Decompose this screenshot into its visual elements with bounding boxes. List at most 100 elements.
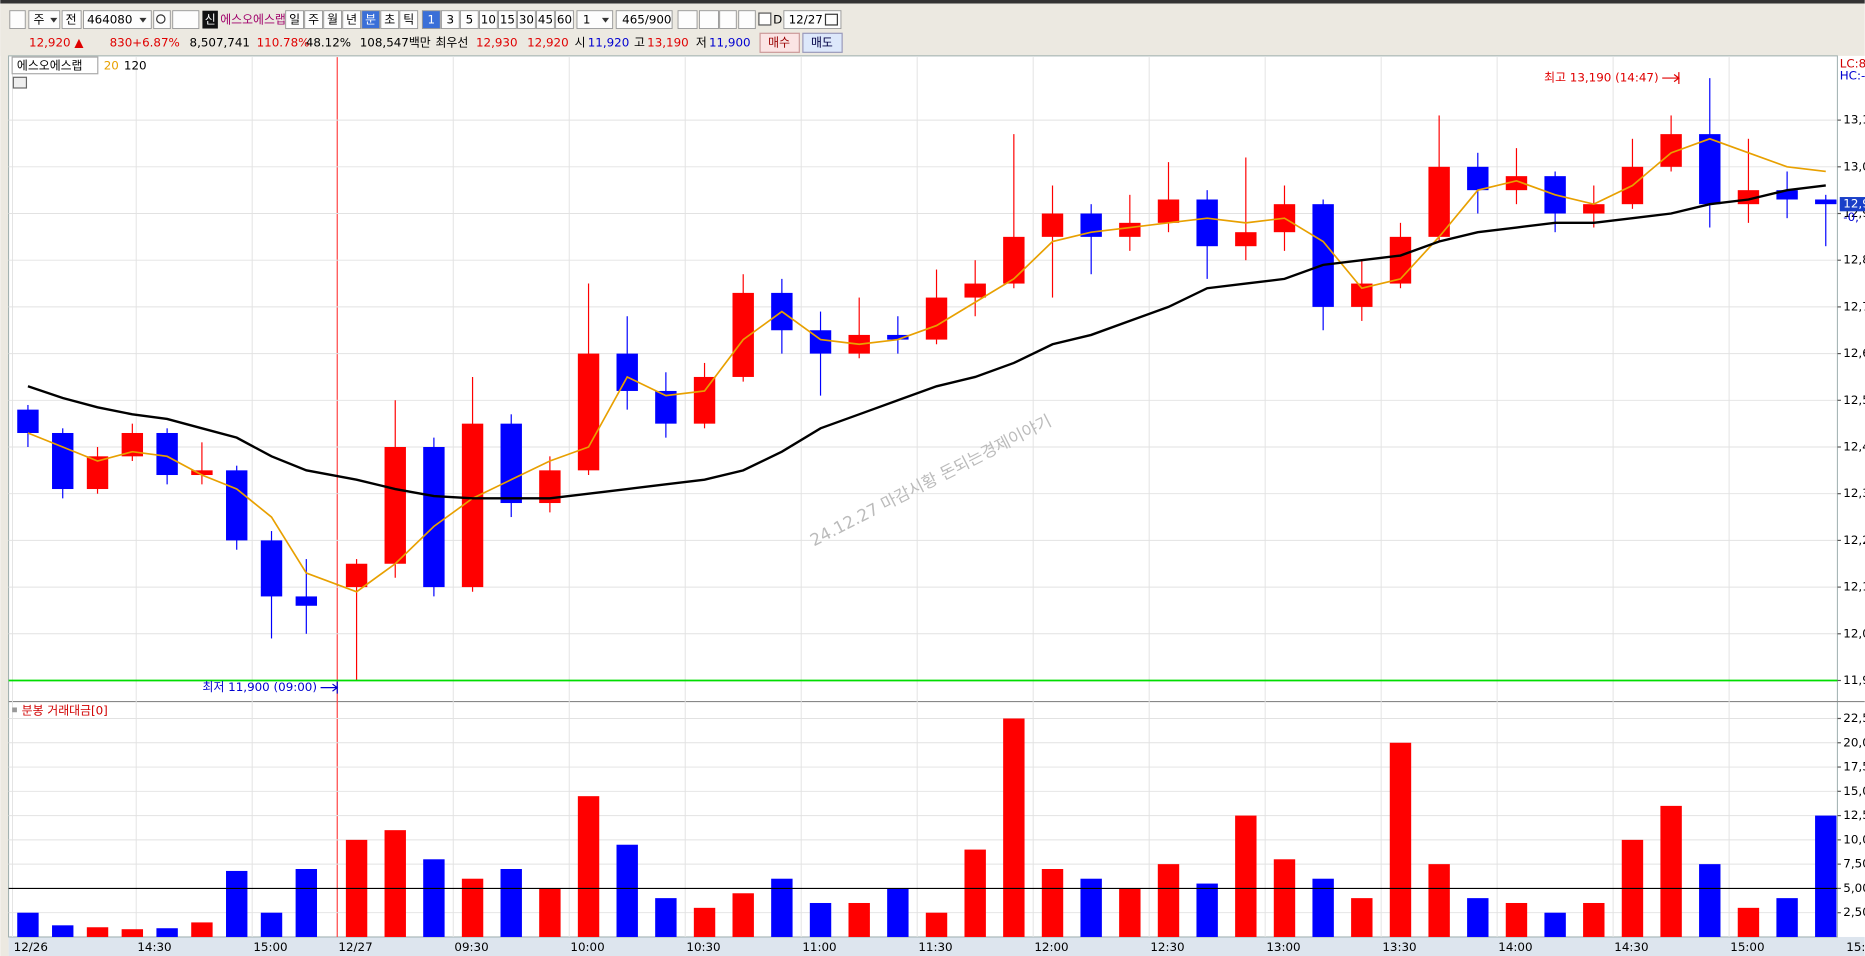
- legend-stock: 에스오에스랩: [17, 58, 83, 72]
- unit-button[interactable]: [361, 10, 381, 30]
- x-tick-label: 14:30: [1614, 940, 1648, 954]
- x-tick-label: 13:30: [1382, 940, 1416, 954]
- interval-button[interactable]: [536, 10, 555, 30]
- candle-body: [226, 470, 248, 541]
- ma-line: [27, 137, 1826, 593]
- market-button[interactable]: [61, 10, 82, 30]
- volume-bar: [1196, 883, 1218, 937]
- volume-bar: [500, 869, 522, 937]
- current-price-box: [1839, 197, 1865, 212]
- interval-button[interactable]: [498, 10, 517, 30]
- high-label: 고: [634, 35, 645, 49]
- y-tick-label: 12,100: [1843, 580, 1865, 594]
- volume-bar: [848, 902, 870, 937]
- sell-button[interactable]: [802, 32, 843, 53]
- unit-button[interactable]: [342, 10, 362, 30]
- code: 464080: [87, 13, 132, 27]
- candle-body: [86, 456, 109, 490]
- candle-body: [577, 353, 600, 471]
- interval-button[interactable]: [421, 10, 441, 30]
- unit-button[interactable]: [323, 10, 343, 30]
- y-tick-label: 5,000: [1843, 881, 1865, 895]
- buy-label: 매수: [768, 35, 790, 49]
- volume-bar: [1544, 912, 1566, 937]
- d-checkbox[interactable]: [758, 12, 772, 26]
- volume-bar: [226, 870, 248, 937]
- x-tick-label: 14:30: [137, 940, 171, 954]
- candle-body: [121, 432, 144, 457]
- volume-bar: [809, 902, 832, 937]
- candle-body: [156, 432, 178, 476]
- pane-icon: [12, 76, 28, 89]
- unit-button[interactable]: [285, 10, 304, 30]
- code-input[interactable]: [83, 10, 152, 30]
- sound-button[interactable]: [172, 10, 200, 30]
- candle-body: [461, 423, 484, 588]
- y-tick-label: 12,700: [1843, 299, 1865, 313]
- interval-label: 3: [447, 13, 455, 27]
- interval-button[interactable]: [459, 10, 479, 30]
- volume-bar: [1389, 742, 1412, 937]
- search-button[interactable]: [153, 10, 171, 30]
- candle-body: [1389, 236, 1412, 284]
- candle-body: [295, 596, 318, 606]
- interval-label: 45: [538, 13, 553, 27]
- interval-button[interactable]: [440, 10, 460, 30]
- tool-button[interactable]: [698, 10, 719, 30]
- volume-bar: [616, 844, 638, 937]
- new-badge[interactable]: [202, 10, 218, 29]
- period-select[interactable]: [28, 10, 61, 30]
- candle-body: [500, 423, 522, 504]
- volume-bar: [1080, 878, 1102, 937]
- volume-bar: [1737, 907, 1760, 937]
- volume-bar: [1776, 898, 1798, 937]
- best-label: 최우선: [435, 35, 468, 49]
- y-tick-label: 7,500: [1843, 857, 1865, 871]
- y-tick-label: 12,800: [1843, 253, 1865, 267]
- low-label: 최저 11,900 (09:00): [203, 680, 317, 694]
- candle-body: [732, 292, 754, 377]
- x-tick-label: 14:00: [1498, 940, 1532, 954]
- icon-button[interactable]: [9, 10, 26, 30]
- volume-bar: [1003, 718, 1025, 937]
- interval-button[interactable]: [517, 10, 536, 30]
- interval-button[interactable]: [555, 10, 574, 30]
- change-label: -0,: [1843, 210, 1859, 224]
- settings-button[interactable]: [738, 10, 756, 30]
- unit-button[interactable]: [399, 10, 419, 30]
- unit-button[interactable]: [304, 10, 323, 30]
- y-tick-label: 12,600: [1843, 346, 1865, 360]
- volume-bar: [887, 888, 909, 937]
- unit-label: 주: [308, 13, 319, 27]
- volume-bar: [577, 796, 600, 937]
- bid: 12,920: [527, 35, 569, 49]
- low: 11,900: [709, 35, 751, 49]
- interval-button[interactable]: [478, 10, 498, 30]
- save-button[interactable]: [719, 10, 737, 30]
- turnover: 48.12%: [306, 35, 351, 49]
- tool-button[interactable]: [677, 10, 698, 30]
- candle-body: [1467, 166, 1489, 191]
- candle-body: [925, 297, 948, 340]
- ma-line: [27, 184, 1826, 500]
- volume-ratio: 110.78%: [257, 35, 310, 49]
- volume-bar: [1312, 878, 1334, 937]
- x-axis-bg: [8, 936, 1865, 956]
- volume: 8,507,741: [190, 35, 250, 49]
- candle-body: [1003, 236, 1025, 284]
- candle-body: [1312, 204, 1334, 307]
- low-arrow: [320, 681, 339, 694]
- y-tick-label: 12,500: [1843, 808, 1865, 822]
- volume-bar: [1699, 864, 1721, 937]
- date-input[interactable]: [783, 10, 842, 30]
- plot-layer: [8, 57, 1841, 937]
- open-label: 시: [575, 35, 586, 49]
- interval-label: 1: [428, 13, 436, 27]
- unit-label: 분: [365, 13, 376, 27]
- unit-button[interactable]: [380, 10, 400, 30]
- count-select[interactable]: [576, 10, 614, 30]
- volume-bar: [1428, 864, 1450, 937]
- buy-button[interactable]: [759, 32, 800, 53]
- x-tick-label: 15:00: [1730, 940, 1764, 954]
